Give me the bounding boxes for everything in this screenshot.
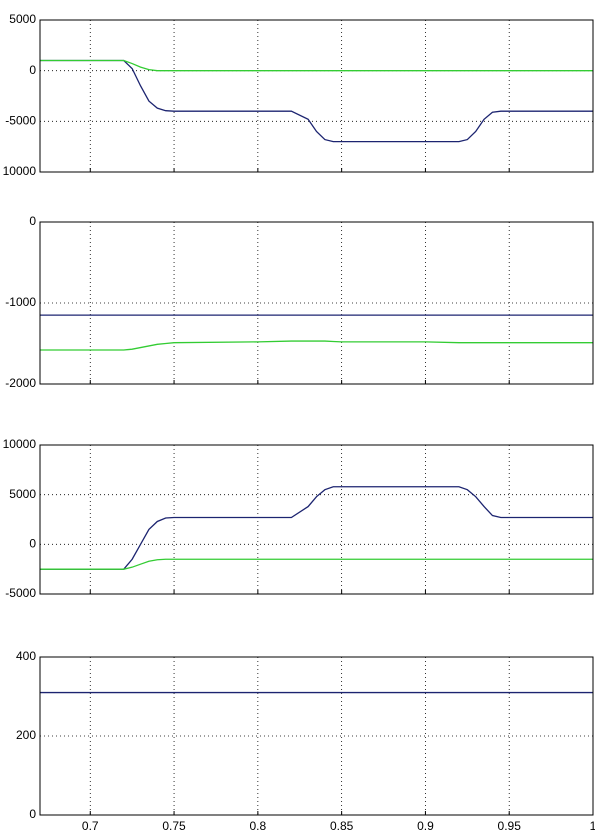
y-tick-label: -1000	[5, 295, 36, 309]
x-tick-label: 0.8	[250, 819, 267, 833]
y-tick-label: 10000	[3, 164, 37, 178]
y-tick-label: 0	[29, 807, 36, 821]
x-tick-label: 0.9	[417, 819, 434, 833]
x-tick-label: 0.85	[330, 819, 354, 833]
series-line	[40, 340, 593, 351]
y-tick-label: 0	[29, 537, 36, 551]
series-line	[40, 59, 593, 72]
x-tick-label: 1	[590, 819, 595, 833]
y-tick-label: -5000	[5, 586, 36, 600]
series-line	[40, 558, 593, 570]
y-tick-label: 5000	[9, 12, 36, 26]
x-tick-label: 0.7	[82, 819, 99, 833]
y-tick-label: -5000	[5, 114, 36, 128]
axes-box	[39, 19, 594, 173]
y-tick-label: 5000	[9, 487, 36, 501]
plot-area	[40, 445, 593, 594]
y-tick-label: 0	[29, 214, 36, 228]
y-tick-label: 10000	[3, 437, 37, 451]
y-tick-label: -2000	[5, 376, 36, 390]
axes-box	[39, 221, 594, 385]
y-tick-label: 400	[16, 649, 36, 663]
axes-box	[39, 444, 594, 595]
y-tick-label: 200	[16, 728, 36, 742]
plot-area	[40, 20, 593, 172]
series-line	[40, 59, 593, 143]
axes-box	[39, 656, 594, 816]
series-line	[40, 486, 593, 570]
x-tick-label: 0.95	[498, 819, 522, 833]
y-tick-label: 0	[29, 63, 36, 77]
x-tick-label: 0.75	[162, 819, 186, 833]
